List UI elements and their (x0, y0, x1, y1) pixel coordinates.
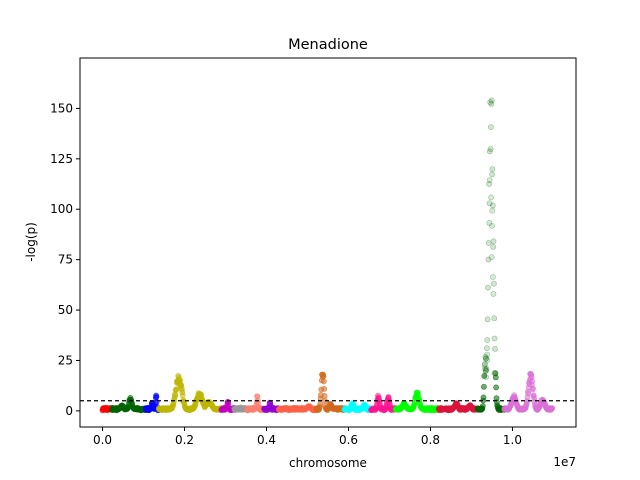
x-tick-label: 0.2 (175, 433, 194, 447)
data-point (489, 166, 496, 173)
data-point (486, 148, 493, 155)
data-point (321, 392, 328, 399)
y-axis-label: -log(p) (24, 222, 38, 262)
data-point (486, 177, 493, 183)
data-point (485, 256, 492, 263)
data-point (484, 316, 491, 323)
data-point (483, 374, 489, 380)
data-point (487, 99, 494, 106)
chart-title: Menadione (288, 37, 368, 53)
data-point (484, 357, 491, 363)
data-point (488, 101, 495, 107)
data-point (482, 361, 488, 367)
y-tick-label: 25 (58, 353, 73, 367)
data-point (479, 403, 486, 409)
data-point (481, 362, 488, 368)
data-point (483, 345, 490, 352)
data-point (482, 368, 489, 375)
chromosome-11-points (341, 400, 374, 414)
data-point (490, 280, 497, 287)
data-point (490, 291, 497, 297)
chromosome-13-points (392, 389, 442, 414)
y-tick-label: 100 (50, 202, 73, 216)
data-point (317, 400, 324, 407)
data-point (493, 384, 499, 391)
data-point (549, 405, 556, 411)
data-point (530, 385, 536, 392)
x-axis: 0.0 0.2 0.4 0.6 0.8 1.0 (93, 427, 522, 447)
data-point (484, 337, 491, 343)
data-point (488, 254, 495, 261)
data-point (488, 194, 494, 201)
data-point (177, 377, 183, 383)
data-point (490, 243, 497, 250)
data-point (529, 378, 536, 385)
data-point (489, 222, 495, 229)
chromosome-16-points (501, 370, 556, 413)
data-point (153, 398, 160, 405)
y-tick-label: 75 (58, 253, 73, 267)
x-tick-label: 0.4 (257, 433, 276, 447)
data-point (321, 385, 328, 392)
data-point (481, 372, 488, 379)
y-tick-label: 50 (58, 303, 73, 317)
x-tick-label: 1.0 (503, 433, 522, 447)
data-point (485, 284, 491, 291)
data-point (482, 353, 489, 360)
x-axis-offset-label: 1e7 (553, 455, 576, 469)
data-point (486, 180, 492, 187)
data-point (487, 146, 494, 152)
chromosome-14-points (435, 400, 481, 414)
data-point (490, 238, 497, 245)
data-point (484, 351, 491, 358)
x-tick-label: 0.6 (339, 433, 358, 447)
data-point (172, 392, 179, 399)
chromosome-9-points (275, 403, 320, 414)
data-point (487, 124, 494, 130)
data-point (320, 373, 327, 380)
data-point (482, 365, 488, 372)
y-tick-label: 0 (65, 404, 73, 418)
data-point (525, 390, 532, 397)
data-point (486, 200, 493, 207)
data-point (492, 374, 499, 381)
data-points (99, 97, 556, 414)
data-point (485, 240, 492, 246)
data-point (489, 274, 496, 280)
data-point (480, 394, 487, 401)
x-axis-label: chromosome (289, 456, 367, 470)
y-tick-label: 125 (50, 152, 73, 166)
data-point (483, 355, 489, 362)
data-point (483, 366, 490, 372)
data-point (491, 335, 498, 342)
data-point (489, 202, 496, 209)
data-point (179, 392, 186, 399)
data-point (480, 383, 487, 390)
data-point (486, 219, 493, 226)
data-point (489, 207, 496, 214)
y-tick-label: 150 (50, 101, 73, 115)
data-point (492, 345, 498, 352)
x-tick-label: 0.0 (93, 433, 112, 447)
data-point (153, 393, 160, 400)
data-point (491, 315, 498, 322)
x-tick-label: 0.8 (421, 433, 440, 447)
data-point (482, 355, 489, 362)
chromosome-3-points (142, 392, 162, 414)
data-point (489, 171, 495, 178)
data-point (320, 378, 327, 385)
data-point (483, 367, 489, 374)
y-axis: 0 25 50 75 100 125 150 (50, 101, 80, 418)
data-point (488, 97, 495, 104)
chromosome-15-points (474, 97, 508, 414)
data-point (482, 367, 489, 373)
plot-frame (79, 57, 577, 428)
